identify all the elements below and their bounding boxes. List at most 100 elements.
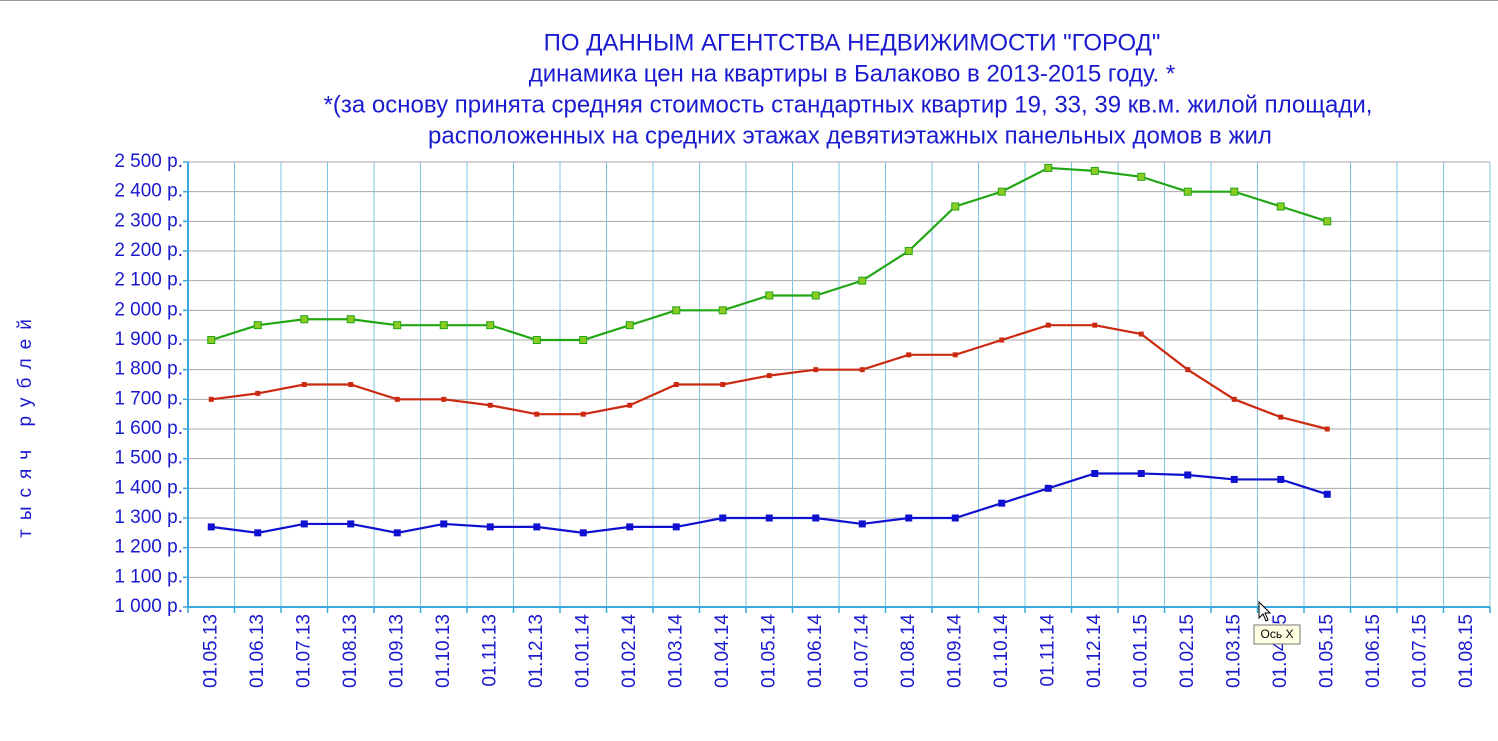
marker: [534, 411, 540, 417]
marker: [998, 499, 1006, 507]
marker: [346, 315, 355, 324]
x-tick-label: 01.11.14: [1037, 614, 1058, 687]
marker: [300, 520, 308, 528]
marker: [811, 291, 820, 300]
y-tick-label: 1 800 р.: [114, 359, 183, 380]
x-tick-label: 01.06.15: [1363, 614, 1384, 688]
y-axis-label: тысяч рублей: [15, 310, 36, 538]
title-line: расположенных на средних этажах девятиэт…: [428, 122, 1272, 149]
x-tick-label: 01.08.14: [898, 614, 919, 688]
x-tick-label: 01.09.14: [944, 614, 965, 688]
x-tick-label: 01.10.14: [991, 614, 1012, 688]
marker: [766, 373, 772, 379]
marker: [672, 523, 680, 531]
marker: [999, 337, 1005, 343]
marker: [254, 529, 262, 537]
x-tick-label: 01.11.13: [479, 614, 500, 687]
cursor: [1258, 600, 1272, 622]
x-tick-label: 01.04.14: [712, 614, 733, 688]
marker: [348, 382, 354, 387]
y-tick-label: 2 000 р.: [114, 299, 183, 320]
y-tick-label: 1 900 р.: [114, 329, 183, 350]
marker: [394, 396, 400, 402]
marker: [1277, 475, 1285, 483]
marker: [625, 321, 634, 330]
marker: [951, 514, 959, 522]
x-tick-label: 01.08.13: [340, 614, 361, 688]
x-tick-label: 01.12.13: [526, 614, 547, 688]
x-tick-label: 01.07.14: [851, 614, 872, 688]
marker: [208, 396, 214, 402]
x-tick-label: 01.05.14: [758, 614, 779, 688]
y-tick-label: 1 500 р.: [114, 448, 183, 469]
x-tick-label: 01.06.14: [805, 614, 826, 688]
labels: 1 000 р. 1 100 р. 1 200 р. 1 300 р. 1 400 р.…: [114, 151, 1476, 688]
marker: [441, 396, 447, 402]
title-line: динамика цен на квартиры в Балаково в 20…: [529, 60, 1175, 87]
marker: [1090, 166, 1099, 175]
marker: [579, 336, 588, 344]
marker: [1044, 163, 1053, 172]
marker: [813, 367, 819, 373]
marker: [1276, 202, 1285, 211]
marker: [207, 523, 215, 531]
marker: [347, 520, 355, 528]
marker: [952, 352, 958, 358]
tooltip: Ось X: [1261, 627, 1294, 641]
marker: [859, 367, 865, 373]
marker: [1231, 396, 1237, 402]
marker: [904, 247, 913, 255]
y-tick-label: 2 500 р.: [114, 151, 183, 172]
marker: [486, 523, 494, 531]
marker: [1323, 217, 1332, 226]
marker: [951, 202, 960, 211]
marker: [1137, 172, 1146, 181]
marker: [207, 336, 216, 344]
marker: [1045, 322, 1051, 328]
marker: [487, 402, 493, 408]
x-tick-label: 01.02.15: [1177, 614, 1198, 688]
marker: [673, 382, 679, 387]
x-tick-label: 01.12.14: [1084, 614, 1105, 688]
x-tick-label: 01.10.13: [433, 614, 454, 688]
marker: [301, 382, 307, 387]
x-tick-label: 01.03.14: [665, 614, 686, 688]
y-tick-label: 1 100 р.: [114, 566, 183, 587]
marker: [626, 523, 634, 531]
marker: [1323, 490, 1331, 498]
marker: [997, 187, 1006, 196]
y-tick-label: 1 700 р.: [114, 388, 183, 409]
marker: [1092, 322, 1098, 328]
marker: [720, 382, 726, 387]
marker: [858, 520, 866, 528]
marker: [718, 306, 727, 315]
marker: [1185, 367, 1191, 373]
marker: [1044, 484, 1052, 492]
marker: [1278, 414, 1284, 420]
x-tick-label: 01.05.15: [1316, 614, 1337, 688]
plot: [207, 163, 1332, 537]
marker: [300, 315, 309, 324]
marker: [440, 520, 448, 528]
x-tick-label: 01.07.15: [1409, 614, 1430, 688]
marker: [533, 523, 541, 531]
y-tick-label: 1 000 р.: [114, 596, 183, 617]
y-tick-label: 2 300 р.: [114, 210, 183, 231]
x-tick-label: 01.06.13: [247, 614, 268, 688]
y-tick-label: 1 300 р.: [114, 507, 183, 528]
y-tick-label: 1 200 р.: [114, 537, 183, 558]
y-tick-label: 2 400 р.: [114, 181, 183, 202]
x-tick-label: 01.03.15: [1223, 614, 1244, 688]
marker: [486, 321, 495, 330]
x-tick-label: 01.05.13: [200, 614, 221, 688]
y-tick-label: 1 600 р.: [114, 418, 183, 439]
title-line: *(за основу принята средняя стоимость ст…: [324, 91, 1373, 118]
marker: [1324, 426, 1330, 432]
marker: [1183, 187, 1192, 196]
grid: [183, 161, 1491, 613]
marker: [765, 514, 773, 522]
tooltip-box: [1253, 624, 1301, 645]
x-tick-label: 01.02.14: [619, 614, 640, 688]
marker: [1184, 471, 1192, 479]
